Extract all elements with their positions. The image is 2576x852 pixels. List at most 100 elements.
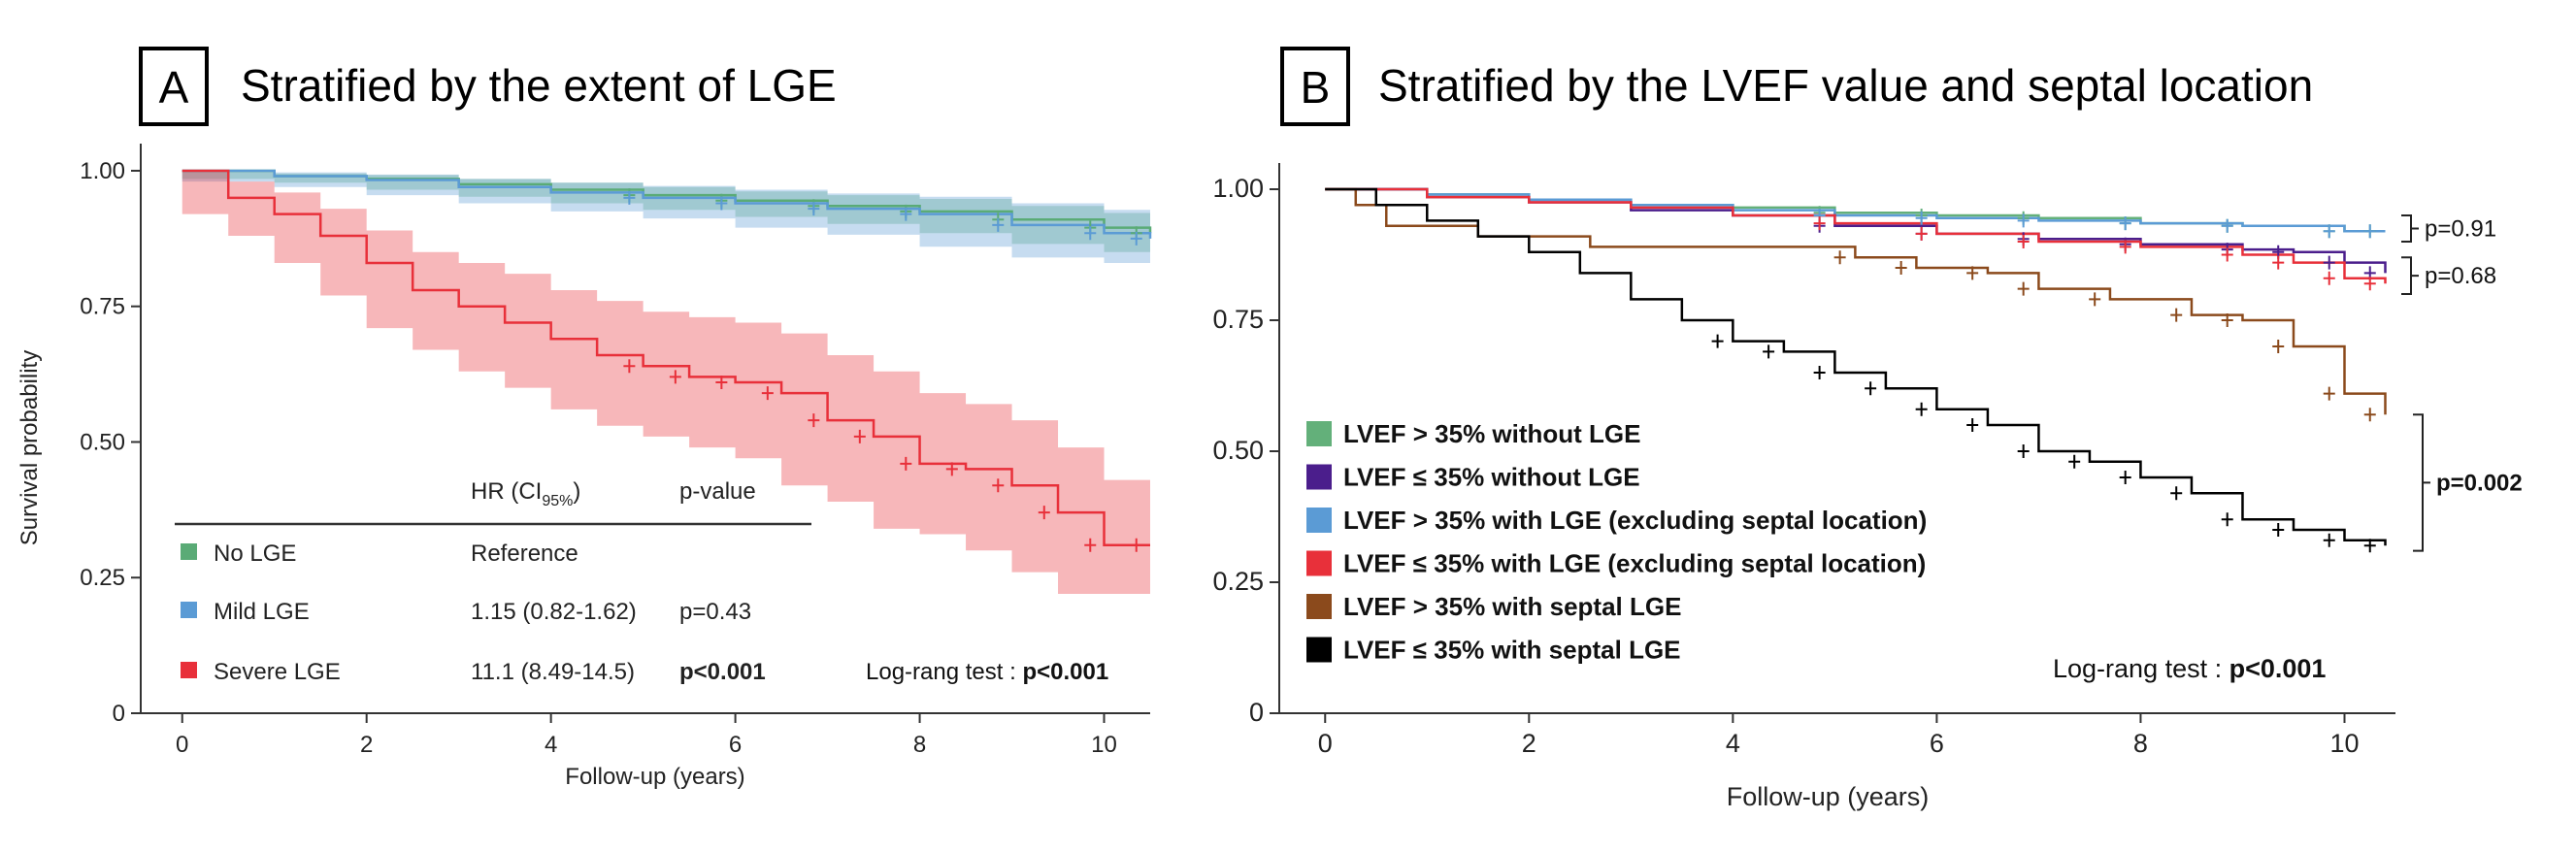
chart-b-comparison-brackets: p=0.91 p=0.68 p=0.002 — [2401, 214, 2523, 552]
table-row-pvalue: p<0.001 — [679, 659, 766, 685]
table-row-pvalue: p=0.43 — [679, 599, 751, 625]
censor-mark — [1833, 250, 1846, 265]
x-tick-label: 6 — [729, 732, 742, 758]
legend-swatch-no-lge — [181, 543, 197, 560]
x-tick-label: 2 — [360, 732, 373, 758]
censor-mark — [2323, 224, 2335, 239]
y-tick-label: 0 — [113, 701, 125, 727]
comparison-pvalue: p=0.002 — [2436, 470, 2523, 496]
censor-mark — [1966, 266, 1979, 280]
x-tick-label: 10 — [1091, 732, 1117, 758]
chart-b-x-axis-title: Follow-up (years) — [1727, 782, 1930, 811]
chart-b-lines — [1325, 187, 2387, 546]
censor-mark — [1711, 334, 1724, 348]
survival-line-lvef-35-without-lge — [1325, 187, 2387, 274]
y-tick-label: 0.25 — [80, 565, 125, 591]
censor-mark — [1915, 402, 1928, 416]
censor-mark — [1865, 381, 1877, 396]
x-tick-label: 6 — [1930, 729, 1944, 758]
panel-a-label-box — [139, 47, 209, 126]
censor-mark — [2272, 340, 2285, 353]
panel-a-letter: A — [159, 62, 189, 113]
comparison-pvalue: p=0.91 — [2425, 216, 2496, 243]
censor-mark — [2017, 281, 2030, 296]
table-row-hr: 11.1 (8.49-14.5) — [471, 659, 635, 685]
censor-mark — [1915, 211, 1928, 225]
legend-swatch-lvef-35-with-lge-excluding-septal-location — [1306, 550, 1332, 576]
y-tick-label: 0.75 — [80, 294, 125, 320]
legend-swatch-lvef-35-with-septal-lge — [1306, 637, 1332, 663]
censor-mark — [623, 359, 636, 374]
table-header-hr: HR (CI95%) — [471, 478, 580, 509]
censor-mark — [2068, 454, 2081, 469]
chart-b: 0 0.25 0.50 0.75 1.00 0 2 4 6 8 10 Follow-up (year… — [1212, 163, 2523, 811]
legend-label-lvef-35-without-lge: LVEF ≤ 35% without LGE — [1343, 463, 1640, 492]
bracket — [2413, 413, 2430, 552]
chart-a-lines — [182, 169, 1152, 546]
censor-mark — [1084, 538, 1097, 552]
table-row-group: No LGE — [214, 541, 296, 567]
chart-b-censor-marks — [1711, 206, 2376, 553]
chart-a-x-axis-title: Follow-up (years) — [565, 764, 744, 790]
panel-b-letter: B — [1301, 62, 1331, 113]
legend-swatch-lvef-35-with-lge-excluding-septal-location — [1306, 508, 1332, 533]
censor-mark — [992, 478, 1005, 493]
ci-band-mild-lge — [182, 170, 1150, 263]
table-row-hr: Reference — [471, 541, 578, 567]
table-header-pvalue: p-value — [679, 478, 756, 505]
y-tick-label: 0 — [1249, 698, 1264, 727]
censor-mark — [2017, 213, 2030, 228]
y-tick-label: 0.50 — [1212, 436, 1264, 465]
censor-mark — [623, 190, 636, 205]
censor-mark — [2363, 539, 2376, 553]
censor-mark — [669, 370, 681, 384]
panel-a-title: Stratified by the extent of LGE — [241, 60, 837, 111]
table-row-group: Mild LGE — [214, 599, 310, 625]
censor-mark — [900, 456, 912, 471]
censor-mark — [2221, 512, 2233, 527]
ci-band-severe-lge — [182, 170, 1150, 595]
censor-mark — [2221, 313, 2233, 327]
censor-mark — [808, 413, 820, 428]
survival-line-lvef-35-with-septal-lge — [1325, 187, 2387, 546]
censor-mark — [1763, 344, 1775, 359]
censor-mark — [2272, 255, 2285, 270]
legend-swatch-lvef-35-with-septal-lge — [1306, 594, 1332, 619]
chart-b-axes: 0 0.25 0.50 0.75 1.00 0 2 4 6 8 10 — [1212, 163, 2395, 758]
legend-swatch-lvef-35-without-lge — [1306, 464, 1332, 490]
censor-mark — [2170, 486, 2183, 501]
censor-mark — [2323, 271, 2335, 285]
x-tick-label: 2 — [1522, 729, 1536, 758]
survival-line-severe-lge — [182, 169, 1150, 546]
censor-mark — [2017, 235, 2030, 248]
comparison-pvalue: p=0.68 — [2425, 263, 2496, 289]
x-tick-label: 0 — [176, 732, 188, 758]
censor-mark — [2272, 523, 2285, 537]
censor-mark — [715, 375, 728, 389]
legend-label-lvef-35-with-septal-lge: LVEF ≤ 35% with septal LGE — [1343, 636, 1681, 665]
legend-swatch-lvef-35-without-lge — [1306, 421, 1332, 446]
censor-mark — [1895, 261, 1907, 275]
censor-mark — [715, 196, 728, 211]
censor-mark — [1966, 418, 1979, 432]
legend-label-lvef-35-with-lge-excluding-septal-location: LVEF ≤ 35% with LGE (excluding septal lo… — [1343, 549, 1926, 578]
censor-mark — [2221, 218, 2233, 233]
censor-mark — [761, 386, 774, 401]
chart-a: 0 0.25 0.50 0.75 1.00 0 2 4 6 8 10 Follow-up (year… — [17, 144, 1152, 790]
x-tick-label: 10 — [2329, 729, 2359, 758]
legend-label-lvef-35-without-lge: LVEF > 35% without LGE — [1343, 419, 1641, 448]
chart-b-legend: LVEF > 35% without LGE LVEF ≤ 35% without… — [1306, 419, 1927, 665]
survival-line-mild-lge — [182, 169, 1152, 239]
x-tick-label: 8 — [2133, 729, 2148, 758]
censor-mark — [1813, 366, 1826, 379]
chart-a-censor-marks — [623, 188, 1142, 552]
bracket — [2401, 214, 2419, 243]
censor-mark — [1915, 226, 1928, 241]
chart-a-axes: 0 0.25 0.50 0.75 1.00 0 2 4 6 8 10 — [80, 144, 1150, 758]
y-tick-label: 1.00 — [1212, 174, 1264, 203]
censor-mark — [853, 429, 866, 443]
censor-mark — [900, 207, 912, 221]
censor-mark — [2363, 408, 2376, 422]
censor-mark — [2323, 386, 2335, 401]
